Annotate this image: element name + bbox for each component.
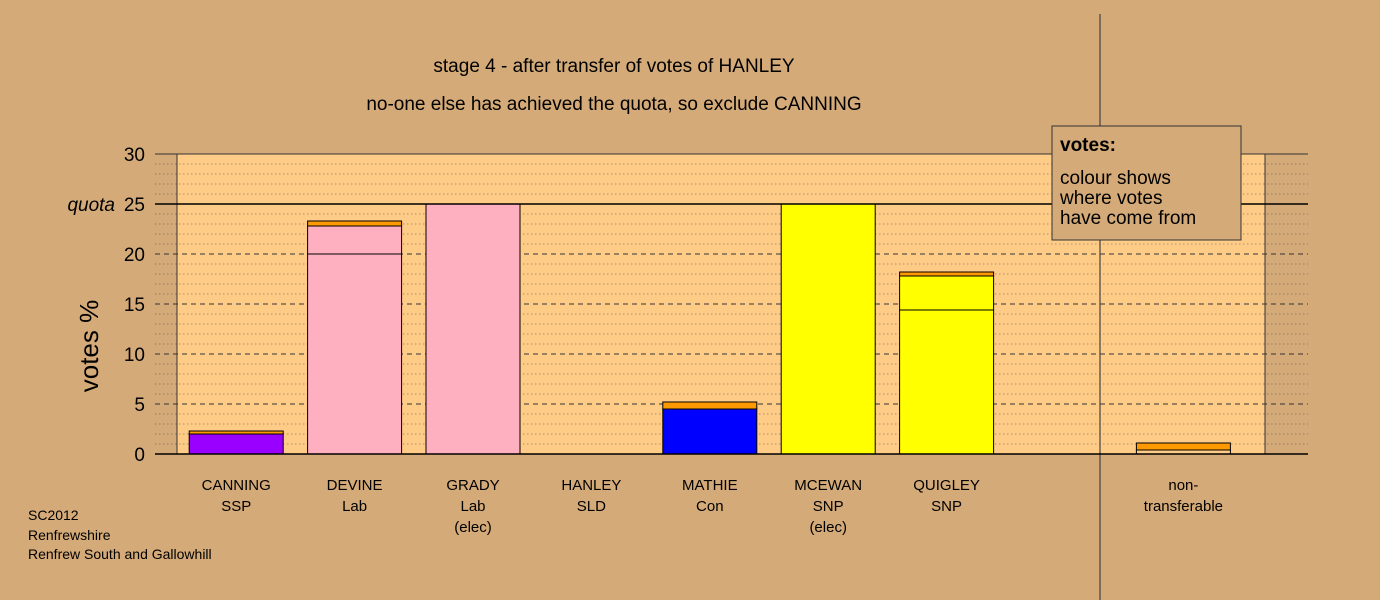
quota-label: quota (67, 195, 115, 216)
bars (188, 203, 1231, 455)
bar-segment (188, 433, 284, 455)
legend-title: votes: (1060, 135, 1116, 156)
category-label: non- (1168, 477, 1198, 494)
footer-info: SC2012 Renfrewshire Renfrew South and Ga… (28, 507, 212, 562)
footer-line-3: Renfrew South and Gallowhill (28, 546, 212, 562)
y-tick-label: 10 (124, 345, 145, 366)
bar-segment (899, 271, 995, 277)
footer-line-2: Renfrewshire (28, 527, 111, 543)
category-label: Con (696, 498, 724, 515)
category-label: GRADY (446, 477, 499, 494)
bar-segment (307, 253, 403, 455)
category-label: MCEWAN (794, 477, 862, 494)
category-label: (elec) (454, 519, 492, 536)
category-label: MATHIE (682, 477, 738, 494)
chart-subtitle: no-one else has achieved the quota, so e… (366, 94, 861, 115)
category-label: QUIGLEY (913, 477, 980, 494)
category-label: SSP (221, 498, 251, 515)
category-label: Lab (342, 498, 367, 515)
bar-segment (307, 220, 403, 227)
legend-line-3: have come from (1060, 208, 1196, 229)
y-tick-label: 0 (134, 445, 145, 466)
legend: votes: colour shows where votes have com… (1051, 125, 1242, 241)
category-label: (elec) (809, 519, 847, 536)
category-label: SLD (577, 498, 606, 515)
bar-segment (780, 203, 876, 455)
category-label: SNP (813, 498, 844, 515)
category-label: HANLEY (561, 477, 621, 494)
chart-title: stage 4 - after transfer of votes of HAN… (433, 56, 794, 77)
y-tick-label: 30 (124, 145, 145, 166)
y-tick-label: 20 (124, 245, 145, 266)
bar-segment (662, 401, 758, 410)
y-tick-label: 5 (134, 395, 145, 416)
bar-segment (662, 408, 758, 455)
category-label: transferable (1144, 498, 1223, 515)
bar-segment (188, 430, 284, 435)
y-tick-label: 25 (124, 195, 145, 216)
footer-line-1: SC2012 (28, 507, 79, 523)
category-label: SNP (931, 498, 962, 515)
category-label: CANNING (202, 477, 271, 494)
category-label: DEVINE (327, 477, 383, 494)
legend-line-2: where votes (1059, 188, 1162, 209)
category-labels: CANNING SSP DEVINE Lab GRADY Lab (elec) HANLEY S… (202, 477, 1223, 536)
bar-segment (1135, 442, 1231, 451)
category-label: Lab (460, 498, 485, 515)
bar-segment (307, 225, 403, 255)
bar-segment (899, 309, 995, 455)
y-axis-label: votes % (74, 300, 104, 393)
legend-line-1: colour shows (1060, 168, 1171, 189)
bar-segment (899, 275, 995, 311)
y-tick-label: 15 (124, 295, 145, 316)
bar-segment (425, 203, 521, 455)
